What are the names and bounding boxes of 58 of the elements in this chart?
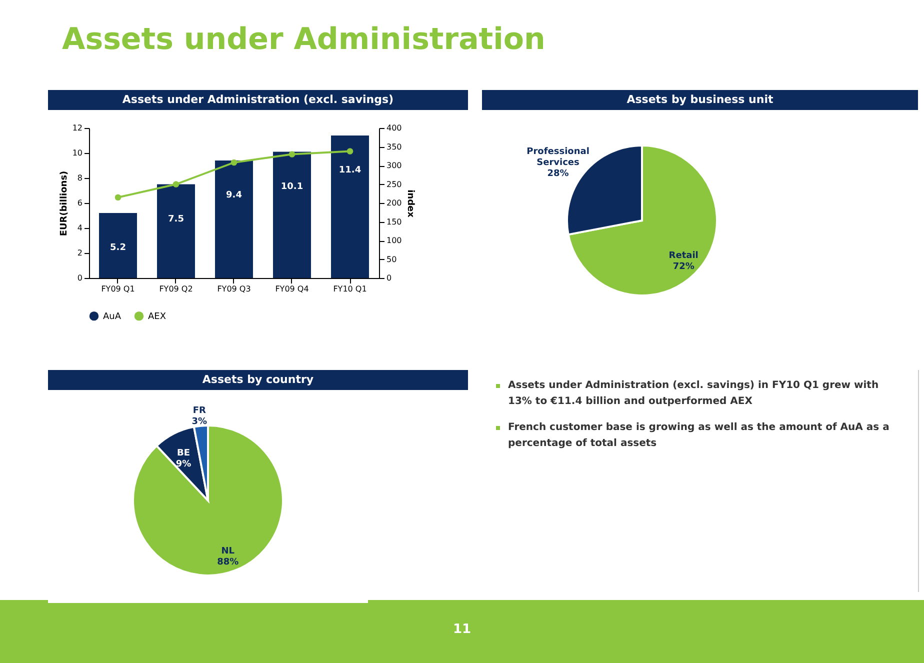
data-label: 5.2 bbox=[110, 243, 126, 253]
point bbox=[114, 194, 122, 201]
y-tick-label: 10 bbox=[72, 148, 82, 158]
chart-title: Assets by country bbox=[48, 370, 468, 390]
data-label: 11.4 bbox=[338, 166, 362, 176]
data-label: 88% bbox=[217, 558, 239, 568]
data-label: 10.1 bbox=[280, 182, 304, 192]
data-label: 28% bbox=[547, 169, 569, 180]
text: Assets under Administration bbox=[62, 22, 546, 57]
y2-tick-label: 350 bbox=[386, 142, 402, 152]
chart-title: Assets by business unit bbox=[482, 90, 918, 110]
text: Assets under Administration (excl. savings) in FY10 Q1 grew with 13% to €11.4 billion and outperformed AEX bbox=[508, 379, 880, 409]
point bbox=[346, 148, 354, 154]
y-tick-label: 2 bbox=[77, 248, 82, 258]
x-tick-label: FY09 Q1 bbox=[101, 284, 135, 294]
y-tick-label: 0 bbox=[77, 274, 82, 282]
y2-tick-label: 150 bbox=[386, 217, 402, 226]
point bbox=[288, 151, 296, 158]
y-axis-title: EUR(billions) bbox=[59, 170, 70, 236]
bar bbox=[99, 213, 137, 278]
bar bbox=[273, 152, 311, 278]
pie-slice bbox=[132, 424, 284, 576]
y2-tick-label: 200 bbox=[386, 198, 402, 208]
y-tick-label: 12 bbox=[72, 124, 82, 132]
point bbox=[172, 181, 180, 188]
y2-tick-label: 400 bbox=[386, 124, 402, 132]
y2-tick-label: 100 bbox=[386, 236, 402, 245]
y2-tick-label: 250 bbox=[386, 180, 402, 189]
y2-tick-label: 300 bbox=[386, 161, 402, 170]
point bbox=[230, 159, 238, 166]
x-tick-label: FY10 Q1 bbox=[333, 284, 367, 294]
data-label: 7.5 bbox=[168, 214, 184, 224]
bar bbox=[331, 136, 369, 278]
slice-label: Retail bbox=[668, 250, 698, 261]
bar bbox=[157, 184, 195, 278]
chart-title: Assets under Administration (excl. savings) bbox=[48, 90, 468, 110]
y-tick-label: 8 bbox=[77, 174, 82, 182]
slice-label: Professional Services bbox=[526, 147, 590, 168]
y2-tick-label: 50 bbox=[386, 254, 397, 264]
data-label: 3% bbox=[192, 416, 208, 427]
slice-label: NL bbox=[221, 546, 235, 557]
data-label: 72% bbox=[672, 262, 694, 272]
data-label: 9.4 bbox=[226, 190, 242, 200]
x-tick-label: FY09 Q4 bbox=[275, 284, 309, 294]
text: 11 bbox=[452, 622, 472, 637]
text: French customer base is growing as well as the amount of AuA as a percentage of total assets bbox=[508, 421, 890, 451]
x-tick-label: FY09 Q3 bbox=[217, 284, 251, 294]
slice-label: BE bbox=[176, 448, 190, 458]
y2-tick-label: 0 bbox=[386, 274, 392, 282]
y-tick-label: 4 bbox=[77, 224, 82, 232]
y2-axis-title: index bbox=[404, 190, 415, 218]
data-label: 9% bbox=[176, 459, 192, 470]
legend-label: AEX bbox=[148, 312, 166, 322]
x-tick-label: FY09 Q2 bbox=[159, 284, 193, 294]
legend-label: AuA bbox=[103, 312, 122, 322]
bar bbox=[215, 160, 253, 278]
slice-label: FR bbox=[192, 406, 206, 416]
y-tick-label: 6 bbox=[77, 198, 82, 208]
